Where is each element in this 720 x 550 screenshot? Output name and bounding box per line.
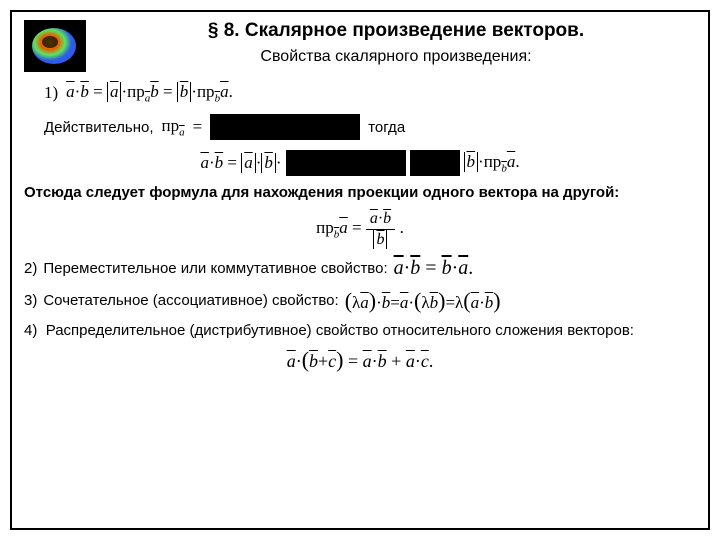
prop3-num: 3) bbox=[24, 292, 37, 309]
redacted-box-2 bbox=[286, 150, 406, 176]
redacted-box-1 bbox=[210, 114, 360, 140]
property-1-formula: 1) a·b = a·прab = b·прba. bbox=[44, 82, 696, 104]
slide-frame: § 8. Скалярное произведение векторов. Св… bbox=[10, 10, 710, 530]
proof2-lhs: a·b = a·b· bbox=[200, 153, 281, 173]
prop3-text: Сочетательное (ассоциативное) свойство: bbox=[43, 292, 338, 309]
prop1-num: 1) bbox=[44, 83, 58, 103]
prop1-eq: a·b = a·прab = b·прba. bbox=[66, 82, 233, 104]
projection-formula: прba = a·b b . bbox=[24, 209, 696, 248]
prop4-num: 4) bbox=[24, 322, 37, 339]
proof-suffix: тогда bbox=[368, 119, 405, 136]
proof-line-1: Действительно, прa = тогда bbox=[44, 114, 696, 140]
proof-prefix: Действительно, bbox=[44, 119, 154, 136]
proof-pr: прa bbox=[162, 116, 185, 138]
redacted-box-3 bbox=[410, 150, 460, 176]
proof-line-2: a·b = a·b· b·прba. bbox=[24, 150, 696, 176]
property-3: 3) Сочетательное (ассоциативное) свойств… bbox=[24, 288, 696, 314]
header-row: § 8. Скалярное произведение векторов. Св… bbox=[24, 20, 696, 72]
projection-note: Отсюда следует формула для нахождения пр… bbox=[24, 184, 696, 201]
property-2: 2) Переместительное или коммутативное св… bbox=[24, 257, 696, 280]
proof2-rhs: b·прba. bbox=[464, 152, 520, 174]
page-title: § 8. Скалярное произведение векторов. bbox=[96, 20, 696, 42]
prop2-formula: a·b = b·a. bbox=[394, 257, 474, 280]
prop2-num: 2) bbox=[24, 260, 37, 277]
prop2-text: Переместительное или коммутативное свойс… bbox=[43, 260, 387, 277]
proof-eq: = bbox=[193, 117, 203, 137]
property-4-formula: a·(b+c) = a·b + a·c. bbox=[24, 347, 696, 373]
page-subtitle: Свойства скалярного произведения: bbox=[96, 48, 696, 66]
thumbnail-image bbox=[24, 20, 86, 72]
prop3-formula: (λa)·b=a·(λb)=λ(a·b) bbox=[345, 288, 501, 314]
title-block: § 8. Скалярное произведение векторов. Св… bbox=[96, 20, 696, 66]
property-4: 4) Распределительное (дистрибутивное) св… bbox=[24, 322, 696, 339]
prop4-text: Распределительное (дистрибутивное) свойс… bbox=[46, 322, 634, 339]
